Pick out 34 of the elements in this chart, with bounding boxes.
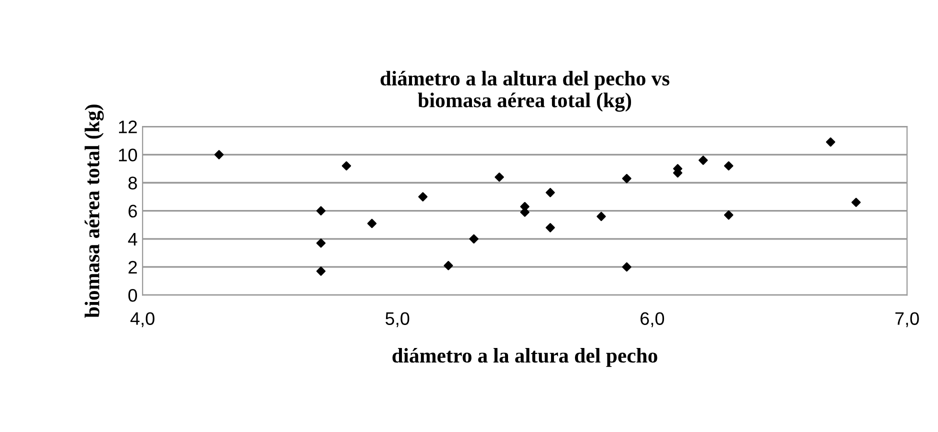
x-axis-title: diámetro a la altura del pecho [392, 348, 658, 367]
point [444, 260, 453, 270]
point [316, 206, 326, 216]
point [316, 238, 326, 248]
y-tick-label: 0 [128, 288, 138, 302]
point [546, 223, 555, 232]
x-tick-label: 7,0 [895, 312, 919, 328]
chart-title: diámetro a la altura del pecho vs biomasa aérea total (kg) [380, 70, 670, 112]
y-tick-label: 6 [128, 204, 137, 218]
point [724, 210, 734, 220]
point [494, 172, 504, 182]
point [469, 234, 478, 244]
point [724, 161, 734, 171]
point [622, 174, 632, 184]
point [418, 192, 428, 202]
point [367, 218, 377, 228]
point [316, 266, 326, 276]
x-tick-label: 4,0 [130, 312, 154, 328]
point [698, 156, 708, 165]
x-tick-label: 6,0 [640, 312, 664, 328]
y-tick-label: 2 [128, 260, 137, 274]
y-tick-label: 4 [128, 233, 138, 246]
point [851, 198, 861, 208]
point [622, 262, 632, 272]
x-tick-label: 5,0 [386, 312, 410, 328]
y-tick-label: 8 [128, 176, 137, 190]
y-tick-label: 10 [119, 148, 138, 162]
y-tick-label: 12 [119, 120, 137, 134]
point [214, 150, 224, 160]
y-axis-title: biomasa aérea total (kg) [84, 104, 104, 318]
point [596, 212, 606, 222]
point [342, 161, 352, 171]
point [546, 188, 555, 198]
point [826, 137, 836, 147]
